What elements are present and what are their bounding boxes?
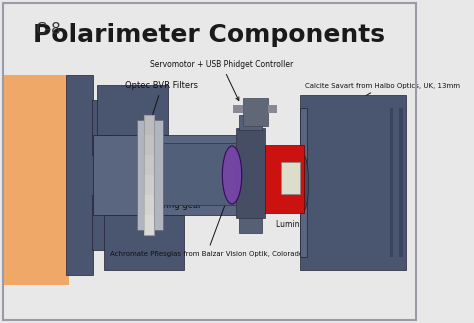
Bar [92, 195, 114, 250]
Bar [281, 162, 300, 194]
Bar [264, 145, 304, 213]
Bar [144, 215, 155, 235]
Bar [300, 108, 307, 257]
Bar [239, 218, 262, 233]
Bar [399, 108, 403, 257]
Bar [97, 85, 168, 135]
Ellipse shape [222, 146, 242, 204]
Bar [66, 75, 92, 275]
Bar [144, 155, 155, 175]
Bar [237, 128, 264, 218]
Bar [144, 175, 155, 195]
Bar [244, 98, 268, 126]
Ellipse shape [295, 153, 309, 213]
Text: Servomotor + USB Phidget Controller: Servomotor + USB Phidget Controller [150, 60, 293, 100]
Bar [390, 108, 393, 257]
Text: ring gear: ring gear [163, 186, 247, 210]
Bar [144, 195, 155, 215]
Text: Achromate Pflesglas from Balzar Vision Optik, Colorado: Achromate Pflesglas from Balzar Vision O… [110, 189, 303, 256]
Text: C-8: C-8 [35, 22, 61, 36]
Bar [144, 135, 155, 155]
Text: ST6: ST6 [358, 157, 387, 172]
Bar [300, 95, 406, 270]
Bar [268, 105, 277, 113]
Bar [239, 115, 262, 130]
Text: Luminance filter (400-700 nm): Luminance filter (400-700 nm) [273, 188, 393, 229]
Bar [104, 215, 183, 270]
Bar [92, 100, 114, 155]
Bar [144, 115, 155, 235]
Text: Polarimeter Components: Polarimeter Components [33, 23, 385, 47]
Bar [233, 105, 244, 113]
Bar [92, 135, 260, 215]
Bar [144, 115, 155, 135]
Bar [137, 120, 163, 230]
Text: Calcite Savart from Halbo Optics, UK, 13mm: Calcite Savart from Halbo Optics, UK, 13… [302, 83, 460, 134]
Bar [163, 143, 247, 205]
Bar [3, 75, 69, 285]
Text: Optec BVR Filters: Optec BVR Filters [126, 81, 199, 124]
